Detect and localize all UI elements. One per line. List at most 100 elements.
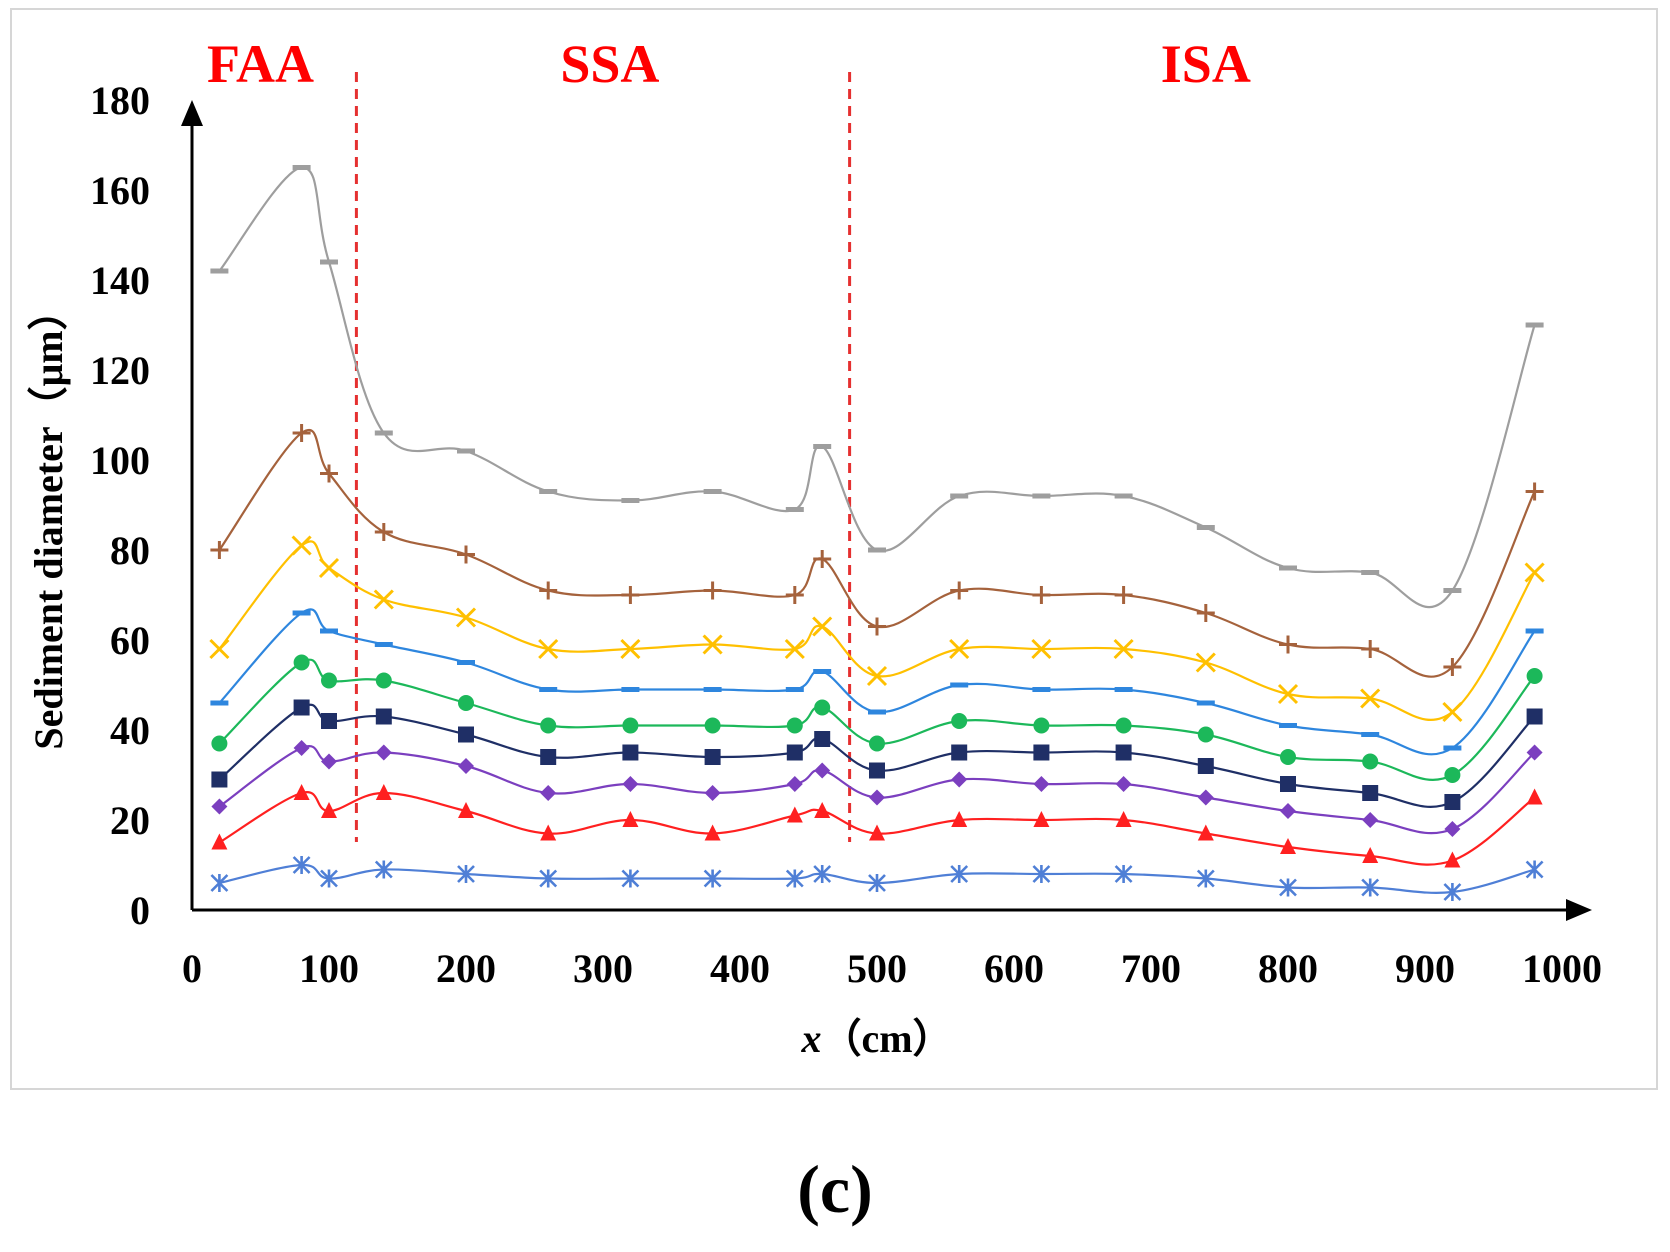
- data-point: [540, 749, 557, 765]
- data-point: [1197, 726, 1214, 743]
- data-point: [786, 717, 803, 734]
- data-point: [1279, 878, 1297, 897]
- data-point: [455, 607, 477, 628]
- data-point: [375, 744, 392, 761]
- zone-label-isa: ISA: [1161, 34, 1251, 94]
- x-tick-label: 300: [573, 946, 633, 991]
- data-point: [1362, 785, 1379, 801]
- data-point: [1114, 586, 1133, 604]
- data-point: [1032, 687, 1051, 692]
- data-point: [293, 654, 310, 671]
- y-tick-label: 160: [90, 168, 150, 213]
- data-point: [1526, 668, 1543, 684]
- data-point: [209, 638, 230, 660]
- data-point: [786, 806, 803, 823]
- data-point: [1279, 723, 1297, 728]
- data-point: [292, 424, 311, 442]
- data-point: [813, 444, 832, 449]
- data-point: [949, 638, 970, 660]
- data-point: [1279, 565, 1297, 571]
- data-point: [1196, 869, 1215, 888]
- series-line: [219, 863, 1535, 894]
- data-point: [321, 713, 337, 729]
- data-point: [540, 717, 557, 734]
- data-point: [814, 802, 831, 818]
- data-point: [785, 507, 804, 512]
- data-point: [1444, 794, 1461, 810]
- data-point: [539, 489, 558, 494]
- data-point: [1442, 701, 1463, 723]
- x-tick-label: 800: [1258, 946, 1318, 991]
- series-line: [218, 166, 1536, 609]
- data-point: [1525, 628, 1544, 634]
- data-point: [785, 687, 804, 692]
- data-point: [210, 541, 229, 559]
- data-point: [1114, 493, 1133, 499]
- data-point: [1197, 824, 1214, 841]
- data-point: [321, 753, 337, 770]
- data-series-3: [209, 535, 1545, 723]
- x-tick-label: 100: [299, 946, 359, 991]
- x-tick-label: 1000: [1522, 946, 1602, 991]
- data-point: [950, 581, 969, 600]
- data-point: [1280, 838, 1296, 854]
- panel-label: (c): [797, 1151, 873, 1227]
- x-tick-label: 500: [847, 946, 907, 991]
- data-point: [1360, 688, 1381, 709]
- zone-label-faa: FAA: [207, 34, 314, 94]
- x-axis-unit: （cm）: [821, 1016, 952, 1061]
- data-point: [1361, 570, 1380, 575]
- data-point: [1362, 847, 1379, 863]
- data-point: [622, 744, 639, 761]
- data-point: [621, 586, 640, 604]
- data-point: [320, 869, 338, 888]
- x-axis-variable: x: [800, 1016, 821, 1061]
- data-point: [951, 771, 968, 788]
- data-series-6: [211, 699, 1543, 810]
- data-point: [1114, 687, 1133, 692]
- data-point: [293, 699, 310, 716]
- data-point: [869, 735, 885, 752]
- data-point: [702, 634, 723, 655]
- data-point: [813, 865, 832, 883]
- data-point: [457, 545, 475, 564]
- series-line: [218, 703, 1536, 808]
- data-point: [1277, 683, 1299, 705]
- data-point: [950, 682, 969, 688]
- data-point: [538, 638, 559, 660]
- data-point: [1443, 883, 1462, 901]
- x-tick-label: 0: [182, 946, 202, 991]
- y-tick-label: 40: [110, 708, 150, 753]
- data-point: [210, 700, 229, 706]
- data-point: [704, 824, 721, 841]
- y-tick-label: 0: [130, 888, 150, 933]
- x-tick-label: 600: [984, 946, 1044, 991]
- data-point: [1279, 635, 1297, 654]
- data-point: [1525, 482, 1544, 501]
- data-point: [374, 430, 393, 436]
- data-point: [375, 784, 392, 800]
- data-point: [1280, 749, 1296, 765]
- data-series-2: [210, 424, 1544, 678]
- data-point: [622, 717, 639, 734]
- data-point: [375, 708, 392, 725]
- data-point: [1032, 865, 1051, 883]
- data-point: [784, 638, 805, 660]
- data-point: [814, 699, 831, 716]
- data-point: [293, 740, 310, 756]
- data-point: [786, 744, 803, 761]
- data-series-1: [210, 165, 1544, 609]
- data-point: [1361, 732, 1380, 737]
- x-tick-label: 700: [1121, 946, 1181, 991]
- data-point: [869, 824, 885, 841]
- data-point: [1115, 811, 1132, 827]
- data-point: [291, 535, 312, 556]
- data-point: [868, 547, 886, 553]
- data-point: [1115, 717, 1132, 734]
- data-point: [1280, 776, 1296, 792]
- x-axis-title: x（cm）: [800, 1016, 952, 1061]
- data-point: [814, 731, 831, 747]
- y-tick-label: 180: [90, 78, 150, 123]
- data-point: [540, 785, 557, 801]
